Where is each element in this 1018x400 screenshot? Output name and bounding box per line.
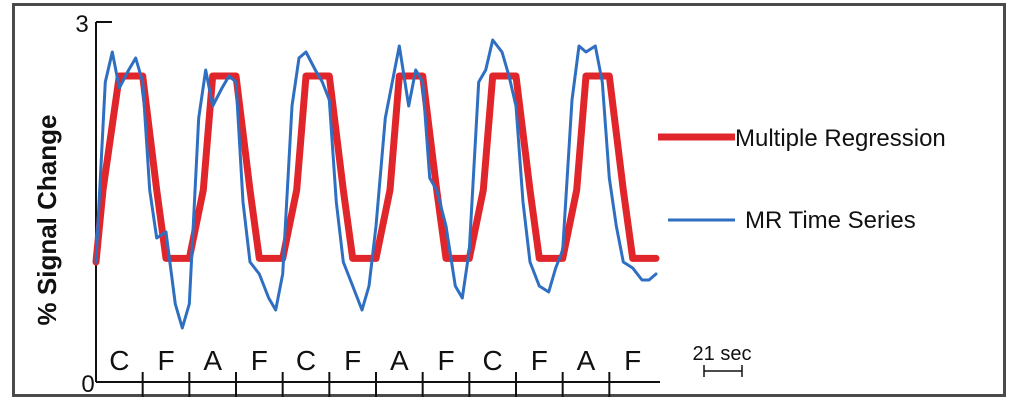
- y-axis-title: % Signal Change: [32, 115, 62, 326]
- y-tick-label-max: 3: [75, 11, 88, 38]
- block-label-9: C: [483, 345, 503, 376]
- series-layer: [92, 38, 660, 330]
- legend: Multiple Regression MR Time Series: [658, 125, 946, 234]
- block-label-1: C: [109, 345, 129, 376]
- legend-label-multiple-regression: Multiple Regression: [735, 125, 946, 152]
- y-tick-label-min: 0: [81, 371, 94, 398]
- block-label-11: A: [577, 345, 596, 376]
- block-label-12: F: [624, 345, 641, 376]
- block-label-10: F: [531, 345, 548, 376]
- block-label-7: A: [390, 345, 409, 376]
- block-label-6: F: [344, 345, 361, 376]
- series-line-multiple-regression: [92, 72, 660, 266]
- series-line-mr-time-series: [94, 38, 658, 330]
- block-label-2: F: [157, 345, 174, 376]
- time-scale-bar: 21 sec: [693, 343, 752, 377]
- block-label-5: C: [296, 345, 316, 376]
- figure-frame: [12, 3, 1006, 397]
- legend-label-mr-time-series: MR Time Series: [745, 207, 916, 234]
- block-label-8: F: [437, 345, 454, 376]
- block-label-4: F: [251, 345, 268, 376]
- scale-bar-label: 21 sec: [693, 343, 752, 365]
- block-label-3: A: [203, 345, 222, 376]
